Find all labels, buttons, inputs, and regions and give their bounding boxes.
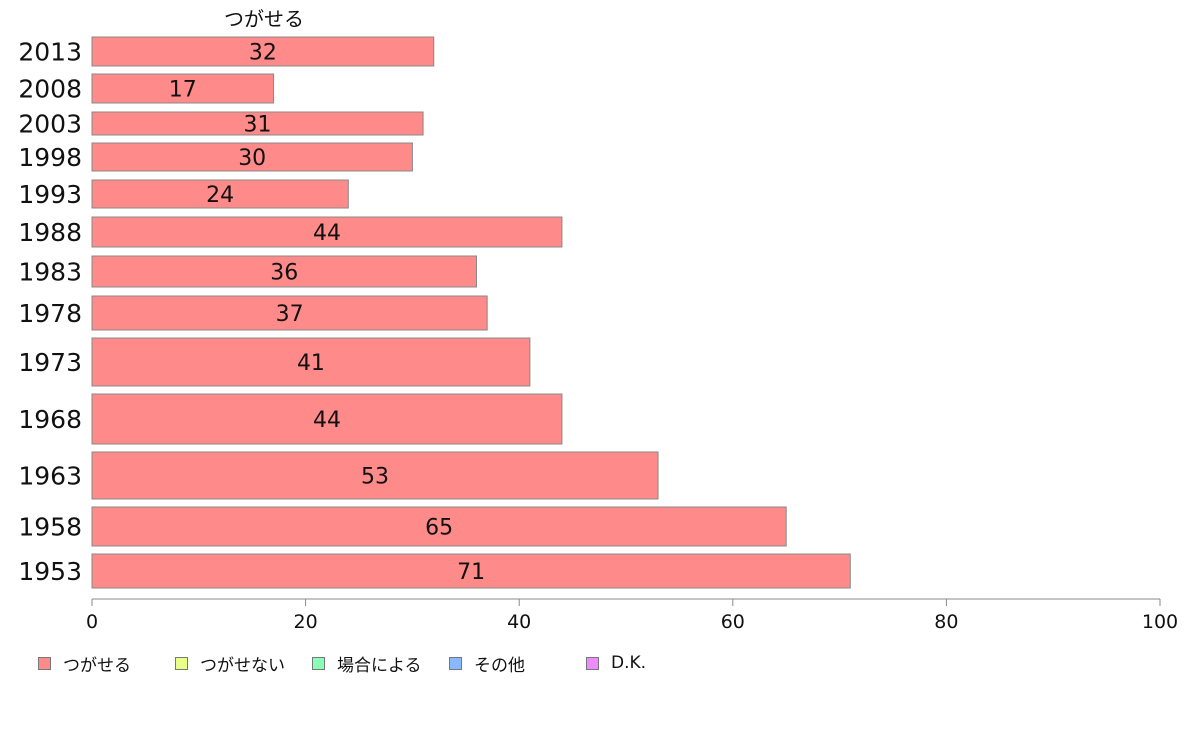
bar-value-label: 44 [313,221,341,246]
category-label: 1973 [18,348,82,377]
category-label: 2003 [18,110,82,139]
bar-value-label: 36 [270,261,298,286]
bar [91,553,851,589]
legend-label: D.K. [611,653,647,673]
legend-swatch [38,656,51,670]
legend-label: つがせる [63,655,131,676]
x-tick-label: 60 [721,611,745,633]
category-label: 1968 [18,405,82,434]
series-header-label: つがせる [224,7,304,31]
category-label: 1953 [18,557,82,586]
category-label: 1978 [18,299,82,328]
x-tick-label: 80 [934,611,958,633]
category-label: 1958 [18,513,82,542]
bar [91,337,531,387]
x-tick-label: 0 [86,611,98,633]
x-tick-label: 100 [1142,611,1178,633]
bar [91,142,413,172]
legend-swatch [175,656,188,670]
legend-label: つがせない [200,655,285,676]
bar [91,179,349,209]
bar-value-label: 65 [425,516,453,541]
legend-item-sonota: その他 [449,652,525,676]
bar-chart: つがせる 32 2013 17 2008 31 2003 30 1998 24 1993 44 198… [18,7,1178,633]
bar-value-label: 44 [313,408,341,433]
bar [91,393,563,445]
bar-value-label: 31 [244,113,272,138]
bar [91,255,477,288]
category-label: 1998 [18,143,82,172]
bar-value-label: 30 [238,146,266,171]
legend-item-tsugaseru: つがせる [38,652,131,676]
category-label: 1983 [18,258,82,287]
legend-swatch [586,656,599,670]
x-tick-label: 20 [294,611,318,633]
category-label: 2008 [18,75,82,104]
legend-label: 場合による [337,655,422,676]
bar [91,216,563,248]
legend-label: その他 [474,655,525,676]
legend-item-baai: 場合による [312,652,422,676]
legend: つがせる つがせない 場合による その他 D.K. [38,652,678,676]
legend-item-tsugasenai: つがせない [175,652,285,676]
category-label: 1988 [18,218,82,247]
x-tick-label: 40 [507,611,531,633]
bar-value-label: 53 [361,465,389,490]
bar [91,451,659,500]
legend-item-dk: D.K. [586,652,646,674]
bar-value-label: 41 [297,351,325,376]
category-label: 2013 [18,38,82,67]
x-axis: 0 20 40 60 80 100 [86,598,1178,633]
category-label: 1963 [18,462,82,491]
bars-group: 32 2013 17 2008 31 2003 30 1998 24 1993 44 1988 36 19… [18,36,851,589]
bar [91,73,275,104]
bar [91,111,424,136]
bar-value-label: 32 [249,41,277,66]
bar-value-label: 71 [457,560,485,585]
bar-value-label: 37 [276,302,304,327]
bar-value-label: 24 [206,183,234,208]
bar-value-label: 17 [169,78,197,103]
bar [91,295,488,331]
bar [91,36,435,67]
category-label: 1993 [18,180,82,209]
legend-swatch [312,656,325,670]
legend-swatch [449,656,462,670]
bar [91,506,787,547]
